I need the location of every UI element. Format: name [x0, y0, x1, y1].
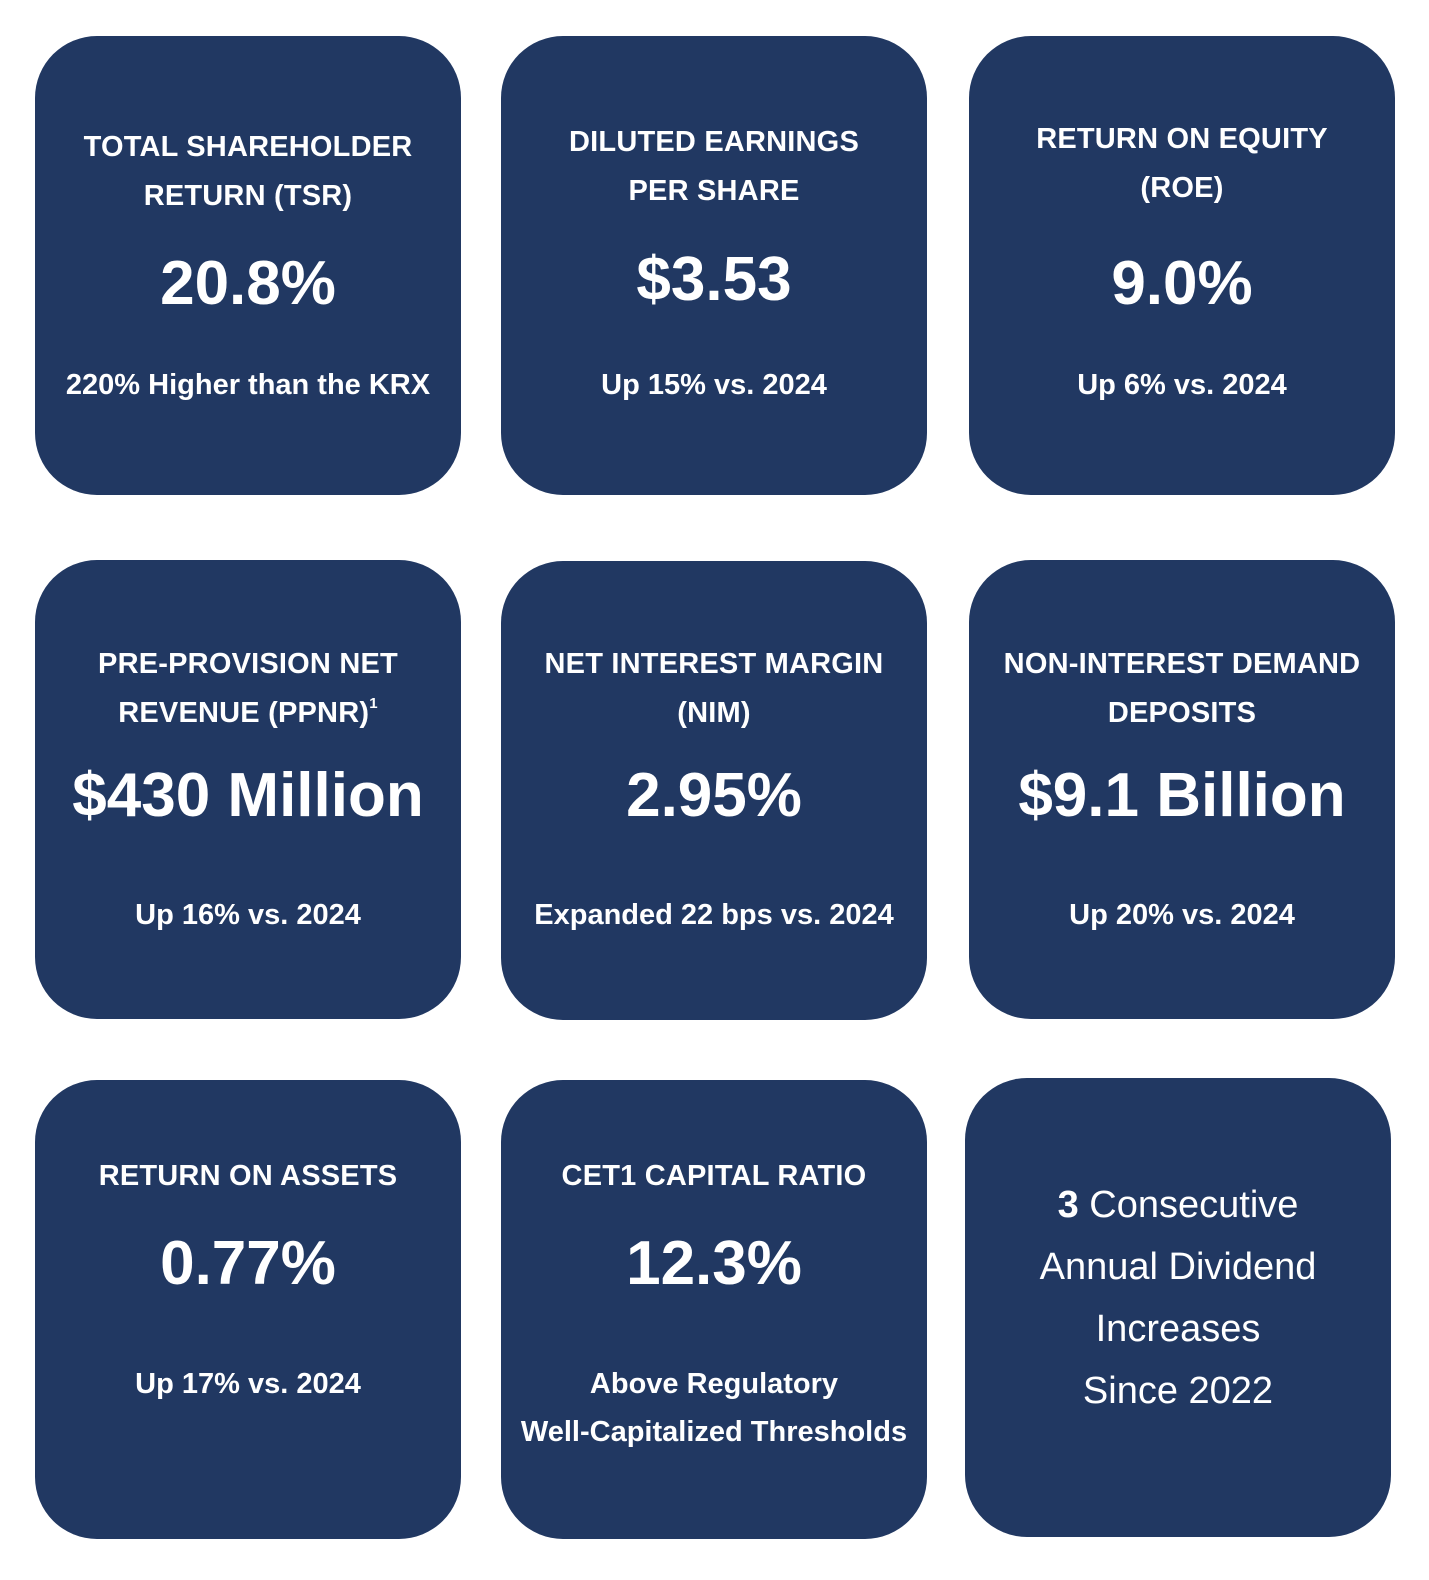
card-subtitle-line: Above Regulatory — [589, 1368, 839, 1400]
card-title: TOTAL SHAREHOLDER RETURN (TSR) — [35, 123, 461, 221]
card-subtitle: Up 15% vs. 2024 — [601, 369, 827, 401]
card-subtitle: Up 16% vs. 2024 — [135, 899, 361, 931]
dividend-count: 3 — [1057, 1184, 1079, 1226]
card-subtitle: Up 20% vs. 2024 — [1069, 899, 1295, 931]
card-title: RETURN ON ASSETS — [35, 1152, 461, 1201]
card-title-line: TOTAL SHAREHOLDER — [83, 131, 413, 163]
card-value: $430 Million — [72, 761, 424, 830]
card-subtitle: Expanded 22 bps vs. 2024 — [534, 899, 894, 931]
card-value: 20.8% — [160, 249, 336, 318]
card-dividend-increases: 3 Consecutive Annual Dividend Increases … — [965, 1078, 1391, 1537]
card-title-line: (NIM) — [677, 697, 751, 729]
footnote-marker: 1 — [369, 695, 378, 712]
dividend-text: 3 Consecutive Annual Dividend Increases … — [965, 1174, 1391, 1422]
card-value: $3.53 — [636, 245, 792, 314]
card-title-line: DEPOSITS — [1107, 697, 1257, 729]
card-value: 2.95% — [626, 761, 802, 830]
card-title-line: PRE-PROVISION NET — [98, 648, 398, 680]
card-value: 12.3% — [626, 1229, 802, 1298]
card-net-interest-margin: NET INTEREST MARGIN (NIM) 2.95% Expanded… — [501, 561, 927, 1020]
card-subtitle: 220% Higher than the KRX — [65, 369, 431, 401]
dividend-line: Since 2022 — [1082, 1370, 1274, 1412]
card-title: DILUTED EARNINGS PER SHARE — [501, 118, 927, 216]
card-non-interest-demand-deposits: NON-INTEREST DEMAND DEPOSITS $9.1 Billio… — [969, 560, 1395, 1019]
card-title-line: RETURN ON ASSETS — [98, 1160, 398, 1192]
card-subtitle: Up 6% vs. 2024 — [1077, 369, 1287, 401]
card-title: NON-INTEREST DEMAND DEPOSITS — [969, 640, 1395, 738]
dividend-line: 3 Consecutive — [965, 1174, 1391, 1236]
card-title-line: RETURN ON EQUITY — [1036, 123, 1328, 155]
card-total-shareholder-return: TOTAL SHAREHOLDER RETURN (TSR) 20.8% 220… — [35, 36, 461, 495]
card-title-line: (ROE) — [1140, 172, 1224, 204]
card-title-line: CET1 CAPITAL RATIO — [561, 1160, 867, 1192]
card-subtitle: Up 17% vs. 2024 — [135, 1368, 361, 1400]
card-subtitle: Above Regulatory Well-Capitalized Thresh… — [501, 1360, 927, 1456]
card-title-line: NON-INTEREST DEMAND — [1003, 648, 1361, 680]
card-title: CET1 CAPITAL RATIO — [501, 1152, 927, 1201]
card-title-line: PER SHARE — [628, 175, 800, 207]
card-title-line: RETURN (TSR) — [143, 180, 353, 212]
card-subtitle-line: Well-Capitalized Thresholds — [520, 1416, 908, 1448]
card-title: NET INTEREST MARGIN (NIM) — [501, 640, 927, 738]
card-title-line: DILUTED EARNINGS — [569, 126, 859, 158]
card-ppnr: PRE-PROVISION NET REVENUE (PPNR)1 $430 M… — [35, 560, 461, 1019]
card-value: 0.77% — [160, 1229, 336, 1298]
dividend-line: Annual Dividend — [1039, 1246, 1317, 1288]
card-title: RETURN ON EQUITY (ROE) — [969, 115, 1395, 213]
card-title-line: REVENUE (PPNR)1 — [35, 689, 461, 738]
card-return-on-equity: RETURN ON EQUITY (ROE) 9.0% Up 6% vs. 20… — [969, 36, 1395, 495]
card-value: $9.1 Billion — [1018, 761, 1346, 830]
dividend-line-text: Consecutive — [1078, 1184, 1299, 1226]
card-return-on-assets: RETURN ON ASSETS 0.77% Up 17% vs. 2024 — [35, 1080, 461, 1539]
dividend-line: Increases — [1095, 1308, 1261, 1350]
card-title: PRE-PROVISION NET REVENUE (PPNR)1 — [35, 640, 461, 738]
card-diluted-eps: DILUTED EARNINGS PER SHARE $3.53 Up 15% … — [501, 36, 927, 495]
card-title-line: NET INTEREST MARGIN — [544, 648, 884, 680]
card-cet1-capital-ratio: CET1 CAPITAL RATIO 12.3% Above Regulator… — [501, 1080, 927, 1539]
card-title-text: REVENUE (PPNR) — [118, 697, 370, 729]
card-value: 9.0% — [1111, 249, 1253, 318]
